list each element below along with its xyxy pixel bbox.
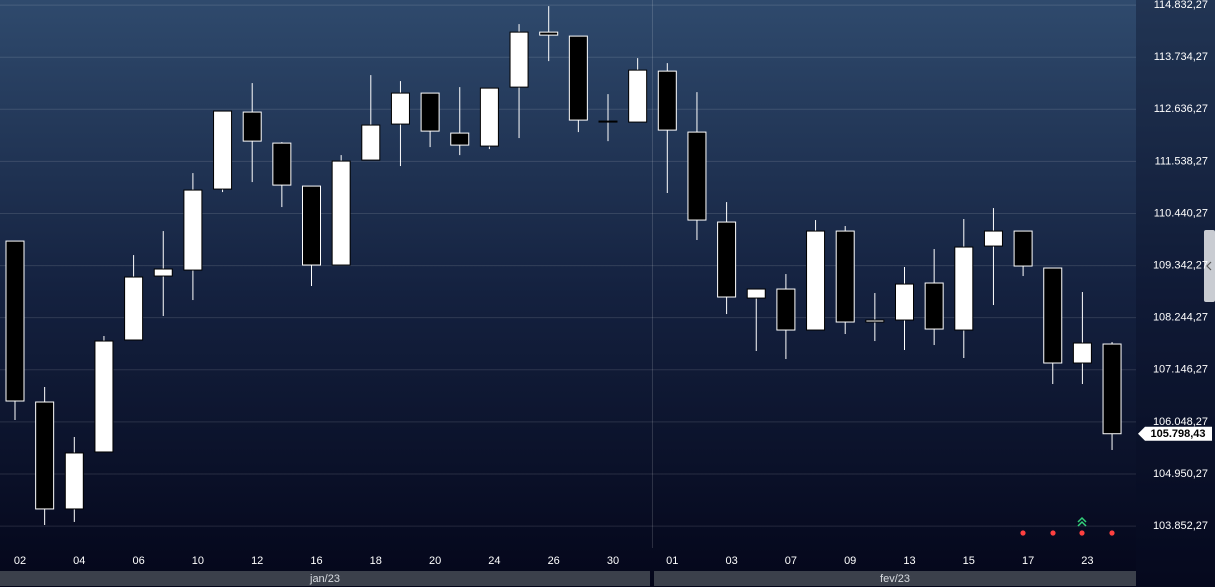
candle-body — [361, 124, 381, 161]
candle-body — [124, 276, 144, 341]
x-tick-label: 23 — [1081, 555, 1093, 567]
month-label: fev/23 — [880, 573, 910, 585]
candle-body — [390, 92, 410, 125]
x-tick-label: 07 — [785, 555, 797, 567]
y-tick-label: 114.832,27 — [1154, 0, 1208, 11]
signal-dot — [1079, 530, 1085, 536]
x-tick-label: 02 — [14, 555, 26, 567]
y-tick-label: 104.950,27 — [1153, 468, 1208, 480]
y-tick-label: 108.244,27 — [1153, 312, 1208, 324]
x-tick-label: 01 — [666, 555, 678, 567]
y-tick-label: 103.852,27 — [1153, 520, 1208, 532]
candle-body — [568, 35, 588, 121]
axis-panel — [1136, 0, 1215, 587]
candle-body — [331, 160, 351, 266]
candle-body — [776, 288, 796, 331]
candle-body — [509, 31, 529, 88]
candle-body — [746, 288, 766, 299]
candle-body — [420, 92, 440, 132]
candle-body — [183, 189, 203, 271]
x-tick-label: 24 — [488, 555, 500, 567]
candle-body — [1043, 267, 1063, 364]
x-tick-label: 13 — [903, 555, 915, 567]
candle-body — [64, 452, 84, 510]
candle-body — [272, 142, 292, 186]
y-tick-label: 106.048,27 — [1153, 416, 1208, 428]
candle-body — [153, 268, 173, 277]
candle-body — [865, 319, 885, 323]
x-tick-label: 10 — [192, 555, 204, 567]
last-price-label: 105.798,43 — [1150, 428, 1205, 440]
x-tick-label: 30 — [607, 555, 619, 567]
candle-body — [5, 240, 25, 402]
x-tick-label: 20 — [429, 555, 441, 567]
candle-body — [302, 185, 321, 266]
plot — [0, 0, 1136, 548]
x-tick-label: 09 — [844, 555, 856, 567]
candle-body — [835, 230, 855, 323]
candle-body — [213, 110, 233, 190]
candle-body — [687, 131, 707, 221]
candle-body — [1072, 342, 1092, 364]
x-tick-label: 17 — [1022, 555, 1034, 567]
y-tick-label: 110.440,27 — [1154, 207, 1208, 219]
signal-chevron — [1077, 516, 1087, 527]
y-tick-label: 112.636,27 — [1154, 103, 1208, 115]
last-price-tag — [1138, 426, 1212, 441]
x-tick-label: 03 — [725, 555, 737, 567]
candle-body — [717, 221, 737, 298]
x-tick-label: 15 — [963, 555, 975, 567]
candle-body — [628, 69, 648, 123]
x-tick-label: 12 — [251, 555, 263, 567]
y-tick-label: 111.538,27 — [1155, 155, 1208, 167]
x-tick-label: 18 — [370, 555, 382, 567]
signal-dot — [1109, 530, 1115, 536]
candle-body — [924, 282, 944, 330]
x-tick-label: 06 — [132, 555, 144, 567]
candle-body — [242, 111, 262, 142]
signal-dot — [1020, 530, 1026, 536]
candle-body — [983, 230, 1003, 247]
month-label: jan/23 — [309, 573, 340, 585]
candle-body — [657, 70, 677, 131]
candle-body — [35, 401, 55, 510]
side-tab-arrow[interactable] — [1206, 261, 1212, 271]
candle-body — [94, 340, 114, 453]
candle-body — [954, 246, 974, 331]
candle-body — [539, 31, 559, 36]
month-band — [654, 571, 1136, 586]
side-tab[interactable] — [1204, 230, 1215, 302]
candle-body — [598, 120, 618, 123]
x-tick-label: 26 — [548, 555, 560, 567]
candle-body — [895, 283, 914, 321]
candle-body — [450, 132, 470, 146]
x-tick-label: 16 — [310, 555, 322, 567]
y-tick-label: 113.734,27 — [1154, 51, 1208, 63]
candle-body — [479, 87, 499, 147]
y-tick-label: 109.342,27 — [1153, 259, 1208, 271]
signal-dot — [1050, 530, 1056, 536]
month-band — [0, 571, 650, 586]
candle-body — [1013, 230, 1033, 267]
candle-body — [806, 230, 826, 331]
x-tick-label: 04 — [73, 555, 85, 567]
y-tick-label: 107.146,27 — [1153, 364, 1208, 376]
candle-body — [1102, 343, 1122, 435]
